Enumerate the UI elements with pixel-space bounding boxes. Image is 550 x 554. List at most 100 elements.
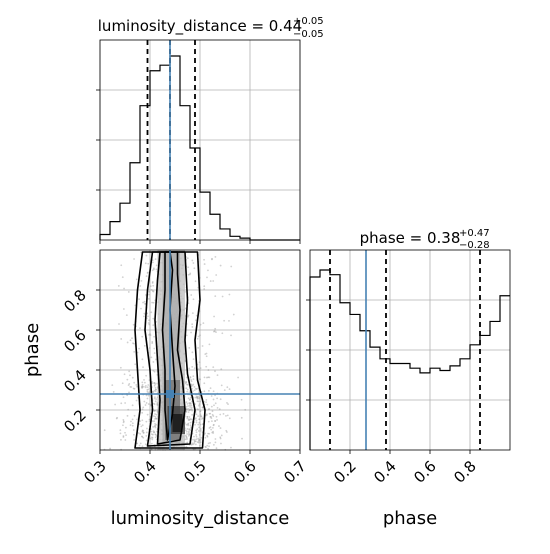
sample-point bbox=[155, 434, 157, 436]
sample-point bbox=[210, 405, 213, 408]
sample-point bbox=[187, 315, 189, 318]
sample-point bbox=[133, 342, 136, 345]
sample-point bbox=[208, 412, 211, 415]
sample-point bbox=[226, 414, 229, 417]
sample-point bbox=[154, 424, 157, 427]
sample-point bbox=[195, 431, 198, 434]
sample-point bbox=[196, 396, 198, 399]
sample-point bbox=[149, 412, 152, 415]
sample-point bbox=[206, 434, 209, 437]
sample-point bbox=[141, 381, 144, 384]
sample-point bbox=[190, 426, 192, 429]
sample-point bbox=[205, 352, 208, 355]
sample-point bbox=[198, 426, 200, 429]
sample-point bbox=[190, 378, 193, 381]
sample-point bbox=[133, 439, 135, 441]
sample-point bbox=[147, 322, 150, 324]
sample-point bbox=[155, 388, 157, 391]
sample-point bbox=[188, 428, 190, 431]
sample-point bbox=[199, 400, 202, 403]
sample-point bbox=[151, 433, 154, 436]
sample-point bbox=[153, 382, 156, 384]
sample-point bbox=[222, 412, 225, 415]
sample-point bbox=[195, 429, 198, 432]
sample-point bbox=[138, 444, 141, 447]
sample-point bbox=[141, 419, 144, 422]
sample-point bbox=[132, 433, 135, 436]
sample-point bbox=[230, 265, 233, 268]
sample-point bbox=[213, 404, 215, 407]
sample-point bbox=[187, 411, 190, 414]
joint-x-ticklabels: 0.3 0.4 0.5 0.6 0.7 bbox=[80, 457, 310, 487]
y-tick-label: 0.4 bbox=[60, 366, 90, 396]
sample-point bbox=[122, 421, 125, 424]
x-tick-label: 0.4 bbox=[130, 457, 160, 487]
sample-point bbox=[196, 400, 199, 403]
sample-point bbox=[153, 431, 156, 434]
sample-point bbox=[197, 368, 200, 371]
sample-point bbox=[195, 413, 198, 416]
sample-point bbox=[230, 446, 232, 449]
sample-point bbox=[120, 438, 122, 441]
sample-point bbox=[144, 443, 147, 446]
sample-point bbox=[103, 429, 106, 432]
sample-point bbox=[193, 435, 195, 438]
sample-point bbox=[144, 404, 147, 406]
sample-point bbox=[188, 391, 191, 394]
sample-point bbox=[196, 428, 199, 431]
sample-point bbox=[144, 385, 147, 387]
sample-point bbox=[223, 319, 226, 322]
sample-point bbox=[198, 378, 201, 380]
sample-point bbox=[203, 285, 206, 288]
sample-point bbox=[150, 356, 153, 359]
sample-point bbox=[146, 386, 149, 389]
sample-point bbox=[115, 417, 118, 420]
sample-point bbox=[144, 262, 147, 265]
sample-point bbox=[192, 298, 195, 301]
sample-point bbox=[208, 343, 211, 346]
sample-point bbox=[207, 369, 210, 371]
sample-point bbox=[185, 408, 188, 411]
sample-point bbox=[215, 415, 218, 418]
sample-point bbox=[135, 399, 138, 402]
y-tick-label: 0.6 bbox=[60, 326, 90, 356]
sample-point bbox=[199, 378, 201, 381]
sample-point bbox=[189, 429, 192, 432]
sample-point bbox=[225, 414, 227, 417]
sample-point bbox=[196, 397, 199, 400]
x-tick-label: 0.7 bbox=[280, 457, 310, 487]
sample-point bbox=[141, 435, 143, 438]
sample-point bbox=[154, 383, 157, 385]
sample-point bbox=[195, 388, 198, 390]
sample-point bbox=[190, 380, 193, 383]
sample-point bbox=[193, 267, 196, 270]
sample-point bbox=[230, 334, 232, 337]
sample-point bbox=[155, 268, 158, 271]
sample-point bbox=[187, 407, 190, 410]
sample-point bbox=[152, 284, 155, 287]
sample-point bbox=[210, 428, 213, 431]
sample-point bbox=[193, 367, 196, 370]
sample-point bbox=[146, 390, 149, 393]
sample-point bbox=[112, 391, 115, 393]
sample-point bbox=[191, 366, 194, 368]
sample-point bbox=[207, 447, 209, 450]
sample-point bbox=[213, 330, 216, 333]
sample-point bbox=[127, 408, 130, 411]
sample-point bbox=[151, 382, 154, 385]
sample-point bbox=[142, 301, 144, 304]
sample-point bbox=[122, 419, 125, 421]
sample-point bbox=[188, 408, 191, 411]
sample-point bbox=[131, 337, 133, 340]
sample-point bbox=[145, 402, 148, 404]
sample-point bbox=[232, 313, 235, 316]
sample-point bbox=[155, 423, 158, 426]
sample-point bbox=[153, 335, 156, 338]
sample-point bbox=[185, 376, 188, 379]
lumi-title: luminosity_distance = 0.44 bbox=[98, 17, 302, 36]
sample-point bbox=[147, 297, 150, 300]
sample-point bbox=[150, 433, 153, 436]
sample-point bbox=[154, 258, 157, 261]
sample-point bbox=[197, 347, 200, 349]
sample-point bbox=[196, 337, 199, 340]
